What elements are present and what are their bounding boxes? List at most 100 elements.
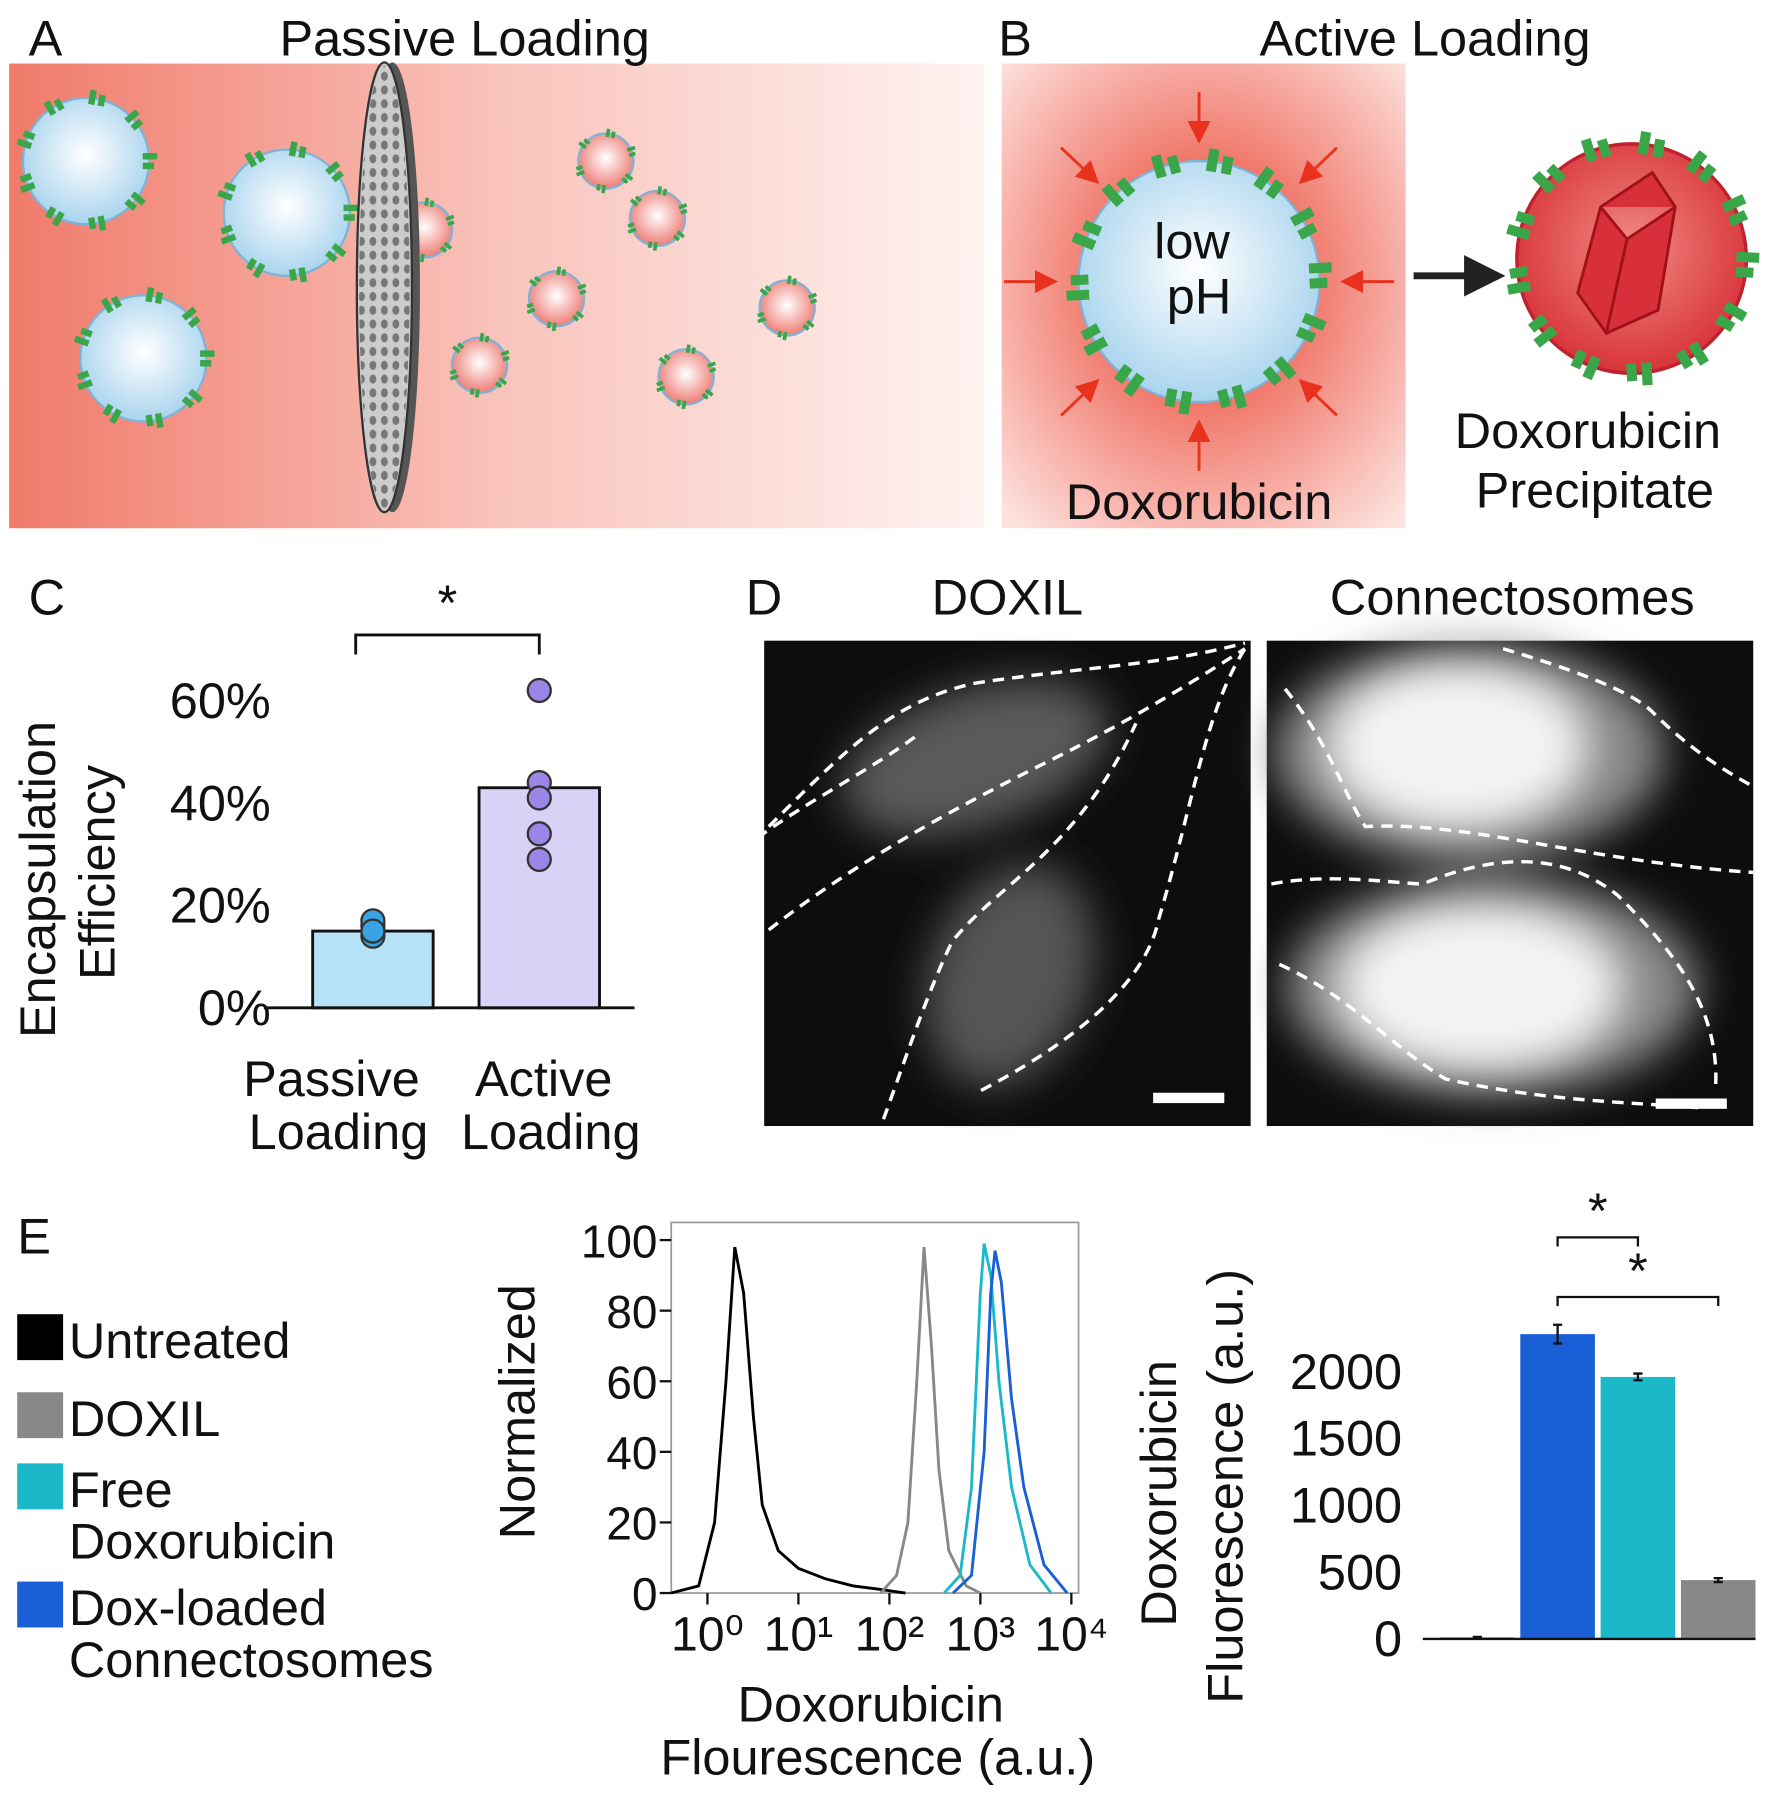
y-tick-label: 60% — [170, 672, 271, 729]
membrane-protein — [621, 172, 634, 185]
membrane-protein — [1308, 262, 1332, 289]
significance-bracket — [354, 633, 541, 655]
y-tick-label: 1000 — [1290, 1476, 1402, 1533]
vesicle — [222, 148, 352, 277]
plot-frame — [670, 1221, 1080, 1594]
legend-label: Free Doxorubicin — [69, 1461, 336, 1570]
membrane-protein — [571, 310, 585, 322]
scale-bar — [1153, 1092, 1225, 1104]
membrane-protein — [220, 224, 237, 245]
bar — [1680, 1580, 1756, 1639]
membrane-protein — [325, 242, 347, 263]
scale-bar — [1655, 1098, 1727, 1109]
y-tick-label: 0 — [632, 1568, 658, 1620]
membrane-protein — [1216, 384, 1248, 409]
membrane-protein — [672, 230, 686, 242]
vesicle — [79, 294, 208, 423]
inside-label: low pH — [1154, 213, 1244, 325]
bar — [1520, 1334, 1595, 1639]
x-tick-label: 10³ — [946, 1607, 1016, 1661]
line-series — [952, 1250, 1069, 1595]
cell-outline — [1270, 647, 1755, 1110]
membrane-protein — [647, 241, 658, 251]
membrane-protein — [343, 204, 358, 221]
y-tick-label: 20% — [170, 877, 271, 934]
membrane-protein — [124, 191, 146, 211]
membrane-protein — [629, 195, 643, 207]
membrane-protein — [658, 353, 671, 365]
membrane-protein — [802, 319, 815, 331]
membrane-protein — [1675, 341, 1709, 370]
y-axis-label: Encapsulation Efficiency — [9, 707, 126, 1038]
significance-star: * — [1628, 1242, 1648, 1299]
data-point — [360, 918, 386, 944]
membrane-protein — [1080, 323, 1109, 357]
membrane-protein — [707, 361, 717, 373]
legend-label: DOXIL — [69, 1390, 220, 1447]
membrane-protein — [500, 350, 510, 362]
membrane-protein — [1532, 163, 1566, 195]
membrane-protein — [1527, 313, 1558, 348]
membrane-protein — [43, 98, 65, 117]
membrane-protein — [288, 141, 307, 159]
membrane-protein — [445, 214, 455, 227]
y-axis-label: Doxorubicin Fluorescence (a.u.) — [1130, 1269, 1254, 1704]
y-tick-label: 40 — [606, 1427, 657, 1479]
membrane-protein — [87, 215, 107, 231]
panel-label: D — [746, 568, 782, 625]
legend-swatch — [17, 1392, 64, 1439]
cells — [1273, 642, 1699, 1097]
cell-outline — [756, 641, 1247, 1120]
membrane-protein — [1205, 148, 1234, 176]
membrane-protein — [424, 197, 435, 208]
membrane-protein — [1685, 150, 1717, 184]
x-tick-label: Passive Loading — [243, 1050, 434, 1160]
membrane-protein — [439, 241, 453, 253]
membrane-protein — [469, 388, 480, 398]
membrane-protein — [777, 330, 788, 341]
cells — [842, 679, 1108, 1087]
vesicles — [16, 89, 818, 429]
data-point — [526, 677, 552, 704]
data-point — [526, 846, 552, 873]
arrow — [1060, 146, 1100, 185]
membrane-protein — [1626, 362, 1653, 386]
membrane-protein — [449, 369, 459, 381]
y-tick-label: 80 — [606, 1286, 657, 1338]
panel-label: E — [17, 1207, 51, 1264]
membrane-protein — [1164, 388, 1193, 415]
vesicles — [1003, 92, 1760, 471]
significance-bracket — [1556, 1295, 1720, 1307]
crystal — [1576, 170, 1677, 335]
y-tick-label: 0 — [1374, 1610, 1402, 1667]
arrow — [1298, 146, 1338, 185]
membrane-protein — [1735, 251, 1760, 278]
membrane-protein — [1071, 220, 1103, 251]
membrane-protein — [657, 186, 668, 196]
chart-bar: 0 500 1000 1500 2000 Doxorubicin Fluorescence… — [1130, 1182, 1756, 1704]
y-tick-label: 1500 — [1290, 1410, 1402, 1467]
error-bar — [1553, 1323, 1563, 1345]
membrane-protein — [244, 149, 266, 168]
legend-swatch — [17, 1581, 64, 1628]
error-bar — [1713, 1576, 1723, 1584]
significance-bracket — [1556, 1236, 1640, 1247]
y-tick-label: 500 — [1318, 1543, 1402, 1600]
drug-label: Doxorubicin — [1066, 473, 1332, 530]
membrane-protein — [181, 306, 201, 329]
y-tick-label: 2000 — [1290, 1343, 1402, 1400]
membrane-protein — [1150, 154, 1182, 179]
membrane-protein — [546, 321, 557, 332]
membrane-protein — [759, 284, 772, 297]
panel-label: B — [998, 10, 1032, 67]
x-tick-label: 10⁰ — [671, 1607, 744, 1661]
product-label: Doxorubicin Precipitate — [1455, 402, 1736, 519]
membrane-protein — [678, 203, 688, 215]
panel-title: Passive Loading — [280, 10, 650, 67]
membrane-protein — [528, 275, 542, 287]
y-tick-label: 0% — [198, 979, 271, 1036]
vesicle — [450, 336, 509, 394]
membrane-protein — [1101, 177, 1136, 208]
bar — [477, 786, 601, 1010]
membrane-protein — [142, 153, 158, 170]
